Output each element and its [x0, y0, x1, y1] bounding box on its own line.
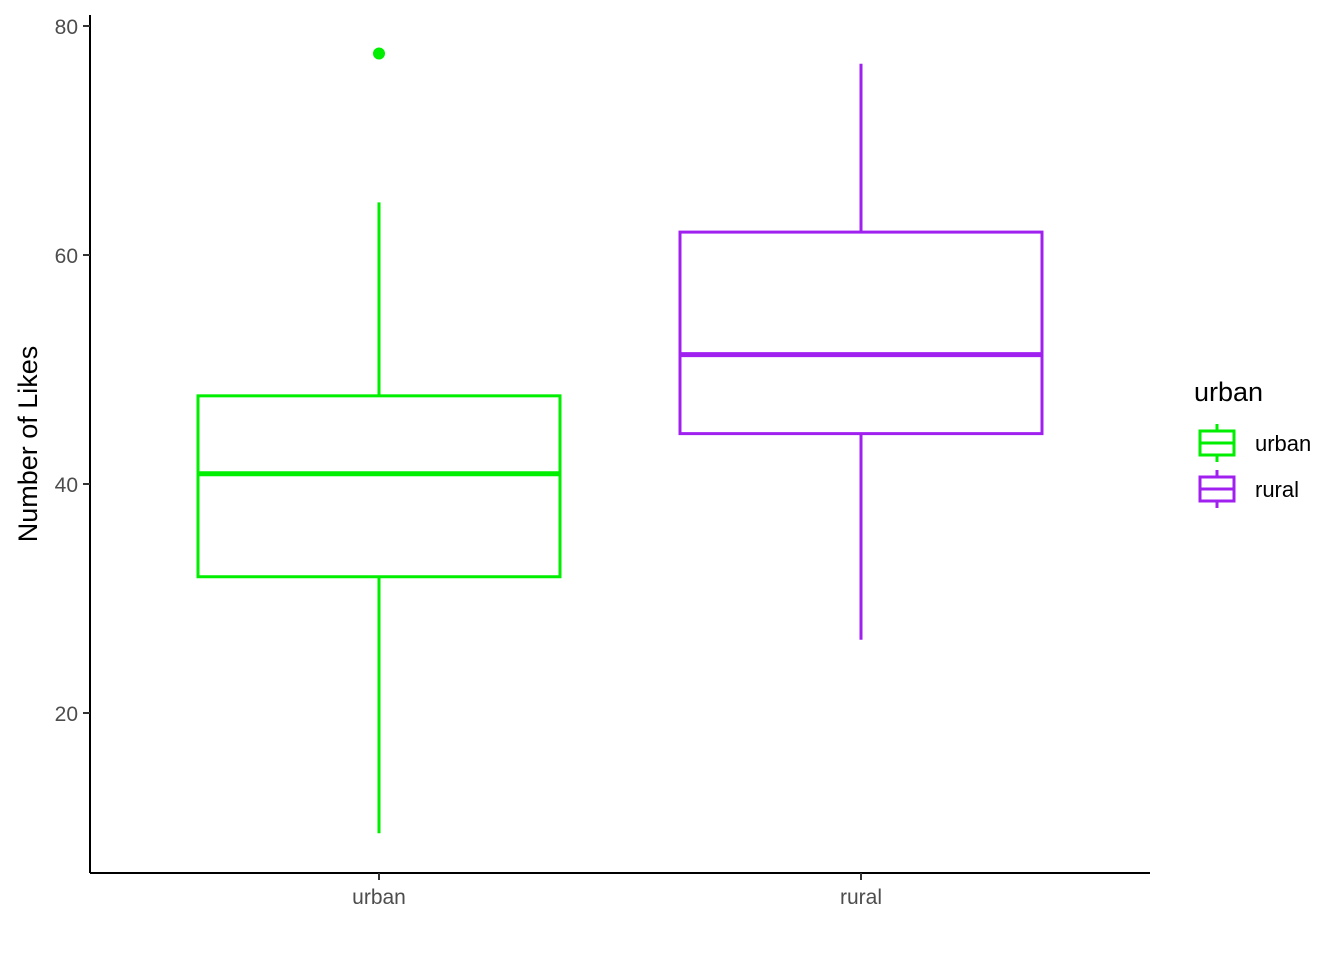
legend-title: urban [1194, 377, 1263, 407]
legend-label: urban [1255, 431, 1311, 456]
x-tick-label-urban: urban [352, 886, 406, 909]
y-tick-label: 20 [55, 703, 78, 726]
legend-key-icon [1198, 424, 1236, 462]
legend-key-icon [1198, 470, 1236, 508]
boxes [196, 47, 1044, 834]
x-tick-label-rural: rural [840, 886, 882, 909]
legend-label: rural [1255, 477, 1299, 502]
legend-entry-urban: urban [1198, 424, 1311, 462]
legend-entry-rural: rural [1198, 470, 1299, 508]
box-iqr [678, 230, 1044, 436]
y-axis-title: Number of Likes [13, 346, 43, 543]
box-rural [678, 63, 1044, 640]
y-tick-label: 80 [55, 16, 78, 39]
x-axis: urban rural [90, 872, 1150, 909]
box-urban [196, 47, 562, 834]
box-iqr [196, 394, 562, 579]
y-tick-label: 40 [55, 474, 78, 497]
y-tick-label: 60 [55, 245, 78, 268]
outlier-point [373, 47, 385, 60]
legend: urban urban rural [1194, 377, 1311, 508]
y-axis: 20 40 60 80 [55, 15, 91, 873]
